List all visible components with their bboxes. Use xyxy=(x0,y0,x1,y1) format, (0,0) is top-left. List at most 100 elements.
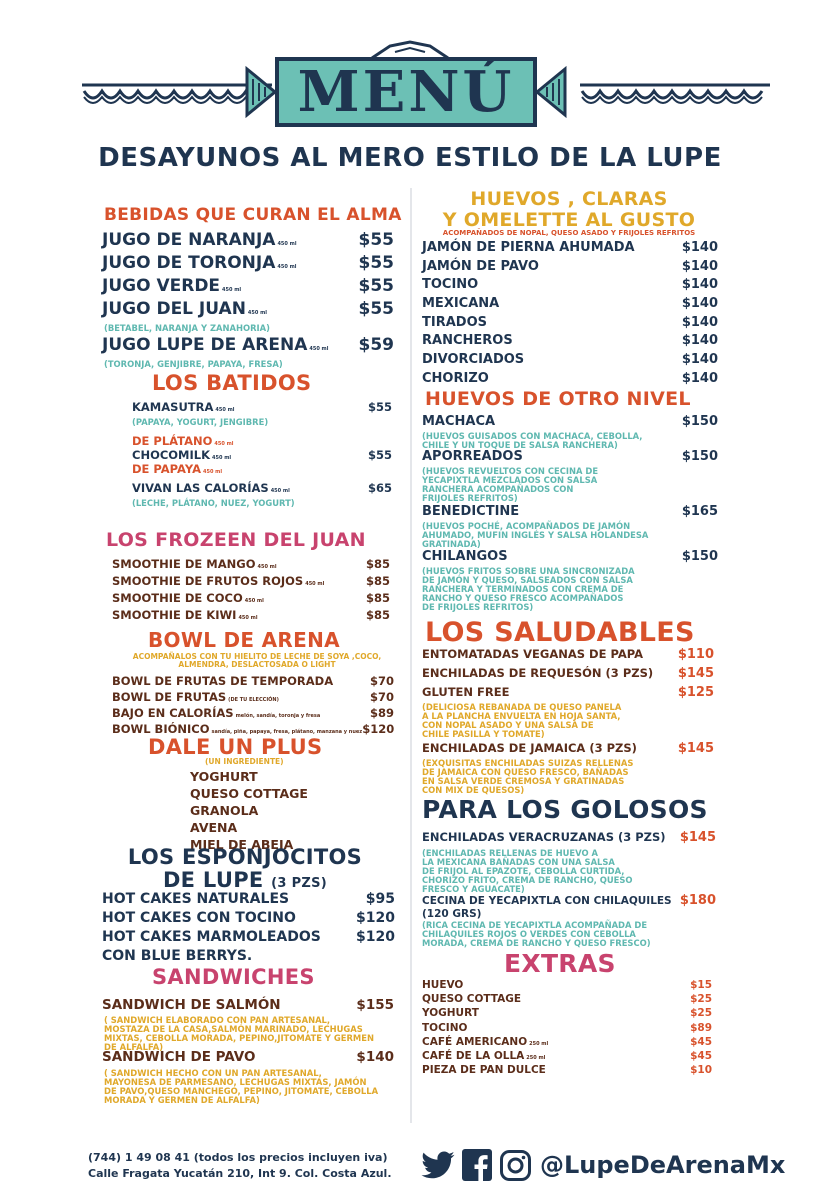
item-description: (DELICIOSA REBANADA DE QUESO PANELA A LA … xyxy=(422,702,622,740)
item-description: (LECHE, PLÁTANO, NUEZ, YOGURT) xyxy=(132,498,295,508)
menu-item: MEXICANA $140 xyxy=(422,296,718,312)
section-title-bebidas: BEBIDAS QUE CURAN EL ALMA xyxy=(104,205,402,225)
right-scallop-ornament xyxy=(580,83,770,104)
footer-contact: (744) 1 49 08 41 (todos los precios incl… xyxy=(88,1150,392,1182)
item-description: ( SANDWICH HECHO CON UN PAN ARTESANAL, MA… xyxy=(104,1068,379,1106)
menu-item: CHORIZO $140 xyxy=(422,370,718,386)
menu-item: ENCHILADAS DE REQUESÓN (3 PZS) $145 xyxy=(422,666,714,681)
menu-item: JUGO LUPE DE ARENA 450 ml $59 xyxy=(102,335,394,355)
item-description: (HUEVOS FRITOS SOBRE UNA SINCRONIZADA DE … xyxy=(422,566,635,613)
section-title-batidos: LOS BATIDOS xyxy=(152,371,312,395)
menu-item: GLUTEN FREE $125 xyxy=(422,685,714,700)
menu-item: HUEVO $15 xyxy=(422,979,712,991)
menu-item: SMOOTHIE DE MANGO 450 ml $85 xyxy=(112,557,390,571)
menu-item: PIEZA DE PAN DULCE $10 xyxy=(422,1064,712,1077)
footer-phone: (744) 1 49 08 41 (todos los precios incl… xyxy=(88,1151,388,1164)
menu-item: DE PAPAYA 450 ml xyxy=(132,462,223,476)
menu-item: HOT CAKES CON TOCINO $120 xyxy=(102,910,395,926)
left-scallop-ornament xyxy=(82,83,272,104)
menu-item: DIVORCIADOS $140 xyxy=(422,352,718,368)
menu-item-extra: CON BLUE BERRYS. xyxy=(102,948,253,964)
list-item: MIEL DE ABEJA xyxy=(190,837,294,852)
menu-item: BOWL DE FRUTAS DE TEMPORADA $70 xyxy=(112,674,394,688)
instagram-icon[interactable] xyxy=(500,1150,531,1181)
section-title-extras: EXTRAS xyxy=(504,949,616,978)
plus-list: YOGHURT QUESO COTTAGE GRANOLA AVENA MIEL… xyxy=(190,768,308,853)
menu-item: CAFÉ DE LA OLLA 250 ml $45 xyxy=(422,1049,712,1062)
crown-ornament xyxy=(371,40,449,60)
menu-item: BENEDICTINE $165 xyxy=(422,504,718,519)
section-title-huevos: HUEVOS , CLARAS Y OMELETTE AL GUSTO xyxy=(442,188,696,231)
footer-address: Calle Fragata Yucatán 210, Int 9. Col. C… xyxy=(88,1166,392,1180)
menu-item: HOT CAKES NATURALES $95 xyxy=(102,891,395,907)
list-item: GRANOLA xyxy=(190,803,259,818)
menu-item: KAMASUTRA 450 ml $55 xyxy=(132,400,392,414)
menu-item: BOWL DE FRUTAS (DE TU ELECCIÓN) $70 xyxy=(112,690,394,704)
item-description: (EXQUISITAS ENCHILADAS SUIZAS RELLENAS DE… xyxy=(422,758,634,796)
menu-item: MACHACA $150 xyxy=(422,414,718,429)
menu-item: SANDWICH DE PAVO $140 xyxy=(102,1049,394,1065)
menu-item: APORREADOS $150 xyxy=(422,449,718,464)
menu-item: CHOCOMILK 450 ml $55 xyxy=(132,448,392,462)
menu-item: CECINA DE YECAPIXTLA CON CHILAQUILES $180 xyxy=(422,893,716,908)
menu-item: BOWL BIÓNICO sandía, piña, papaya, fresa,… xyxy=(112,722,395,736)
menu-item: SMOOTHIE DE FRUTOS ROJOS 450 ml $85 xyxy=(112,574,390,588)
section-title-frozeen: LOS FROZEEN DEL JUAN xyxy=(106,529,366,551)
plus-subtitle: (UN INGREDIENTE) xyxy=(205,757,284,766)
social-handle[interactable]: @LupeDeArenaMx xyxy=(540,1151,786,1179)
twitter-icon[interactable] xyxy=(420,1151,456,1181)
menu-item: SMOOTHIE DE COCO 450 ml $85 xyxy=(112,591,390,605)
section-title-bowl: BOWL DE ARENA xyxy=(148,628,340,652)
list-item: YOGHURT xyxy=(190,769,258,784)
menu-item: ENCHILADAS DE JAMAICA (3 PZS) $145 xyxy=(422,741,714,756)
menu-title-banner: MENÚ xyxy=(275,57,537,127)
section-title-plus: DALE UN PLUS xyxy=(148,735,323,759)
menu-item: RANCHEROS $140 xyxy=(422,333,718,349)
bowl-description: ACOMPAÑALOS CON TU HIELITO DE LECHE DE S… xyxy=(132,652,382,670)
item-description: ( SANDWICH ELABORADO CON PAN ARTESANAL, M… xyxy=(104,1015,374,1053)
menu-item: TOCINO $140 xyxy=(422,277,718,293)
left-fish-ornament xyxy=(245,65,277,119)
menu-item: YOGHURT $25 xyxy=(422,1007,712,1020)
menu-item: DE PLÁTANO 450 ml xyxy=(132,434,234,448)
menu-item: TIRADOS $140 xyxy=(422,314,718,330)
menu-item: JUGO VERDE 450 ml $55 xyxy=(102,276,394,296)
menu-item: CHILANGOS $150 xyxy=(422,549,718,564)
extras-list: HUEVO $15 QUESO COTTAGE $25 YOGHURT $25 TOC… xyxy=(422,979,712,1078)
item-description: (HUEVOS POCHÉ, ACOMPAÑADOS DE JAMÓN AHUMA… xyxy=(422,521,649,550)
item-description: (PAPAYA, YOGURT, JENGIBRE) xyxy=(132,417,269,427)
section-title-saludables: LOS SALUDABLES xyxy=(425,617,695,648)
menu-header: MENÚ xyxy=(0,20,820,130)
section-title-sandwiches: SANDWICHES xyxy=(152,965,315,989)
menu-item: JAMÓN DE PIERNA AHUMADA $140 xyxy=(422,240,718,255)
item-description: (BETABEL, NARANJA Y ZANAHORIA) xyxy=(104,323,270,333)
menu-item: JUGO DE TORONJA 450 ml $55 xyxy=(102,253,394,273)
item-description: (HUEVOS GUISADOS CON MACHACA, CEBOLLA, CH… xyxy=(422,431,643,451)
menu-item: ENCHILADAS VERACRUZANAS (3 PZS) $145 xyxy=(422,830,716,845)
section-title-esponjocitos: LOS ESPONJOCITOS DE LUPE (3 PZS) xyxy=(127,845,363,892)
page-subtitle: DESAYUNOS AL MERO ESTILO DE LA LUPE xyxy=(98,143,722,173)
item-description: (ENCHILADAS RELLENAS DE HUEVO A LA MEXICA… xyxy=(422,848,633,895)
menu-item: JUGO DEL JUAN 450 ml $55 xyxy=(102,299,394,319)
right-fish-ornament xyxy=(535,65,567,119)
menu-item-weight: (120 GRS) xyxy=(422,908,482,920)
menu-item: SANDWICH DE SALMÓN $155 xyxy=(102,997,394,1013)
menu-item: QUESO COTTAGE $25 xyxy=(422,993,712,1006)
section-title-otro-nivel: HUEVOS DE OTRO NIVEL xyxy=(425,388,691,410)
menu-title: MENÚ xyxy=(297,59,515,125)
column-divider xyxy=(410,188,412,1123)
menu-item: VIVAN LAS CALORÍAS 450 ml $65 xyxy=(132,481,392,495)
menu-item: BAJO EN CALORÍAS melón, sandía, toronja y… xyxy=(112,706,394,720)
menu-item: JUGO DE NARANJA 450 ml $55 xyxy=(102,230,394,250)
menu-item: ENTOMATADAS VEGANAS DE PAPA $110 xyxy=(422,647,714,662)
menu-item: HOT CAKES MARMOLEADOS $120 xyxy=(102,929,395,945)
menu-item: CAFÉ AMERICANO 250 ml $45 xyxy=(422,1035,712,1048)
huevos-list: JAMÓN DE PIERNA AHUMADA $140 JAMÓN DE PAV… xyxy=(422,240,718,390)
item-description: (RICA CECINA DE YECAPIXTLA ACOMPAÑADA DE… xyxy=(422,920,651,949)
facebook-icon[interactable] xyxy=(462,1149,492,1181)
huevos-subtitle: ACOMPAÑADOS DE NOPAL, QUESO ASADO Y FRIJ… xyxy=(442,229,696,237)
list-item: AVENA xyxy=(190,820,238,835)
section-title-golosos: PARA LOS GOLOSOS xyxy=(422,795,708,824)
menu-item: SMOOTHIE DE KIWI 450 ml $85 xyxy=(112,608,390,622)
list-item: QUESO COTTAGE xyxy=(190,786,308,801)
